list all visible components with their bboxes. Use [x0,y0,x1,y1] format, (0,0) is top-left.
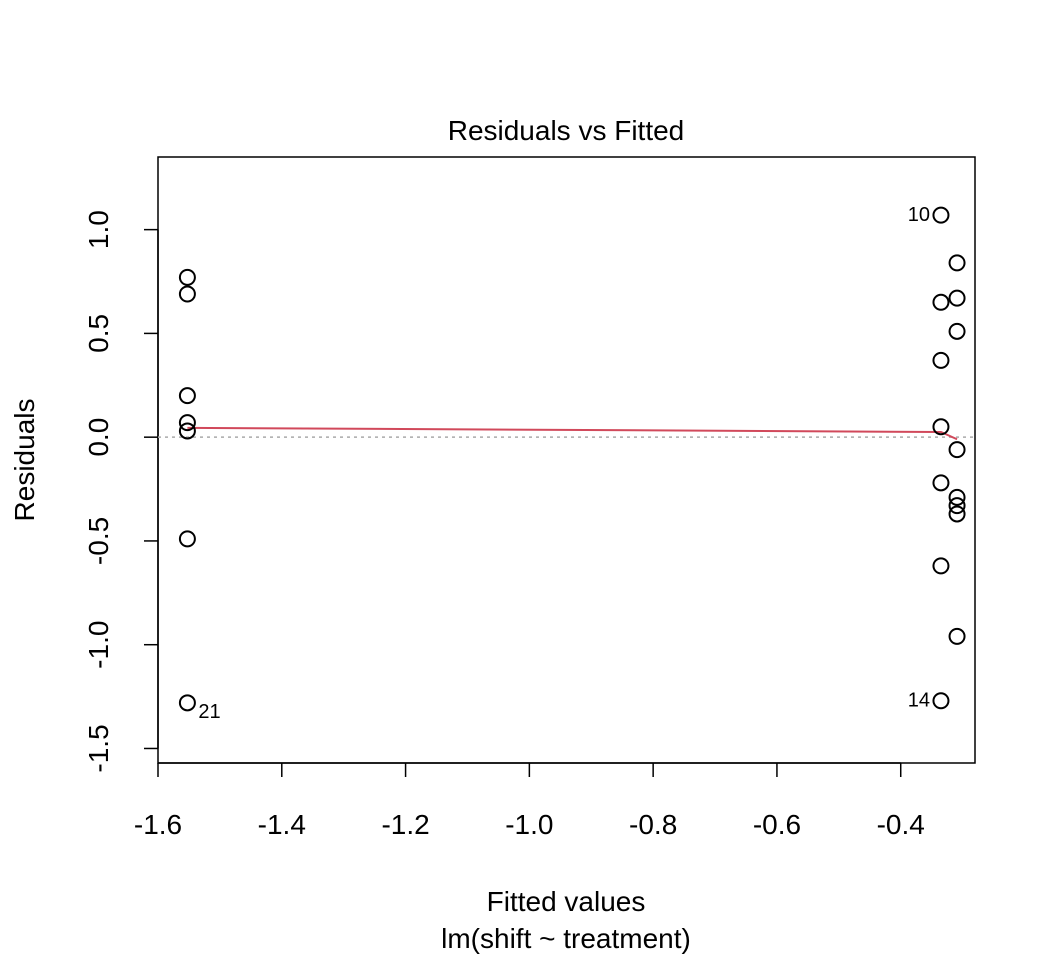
data-point [178,422,196,440]
x-axis-label: Fitted values [487,886,646,917]
data-point [932,206,950,224]
data-point [948,254,966,272]
data-point [178,268,196,286]
x-tick-label: -1.0 [505,809,553,840]
chart-title: Residuals vs Fitted [448,115,685,146]
data-point [948,322,966,340]
x-tick-label: -1.4 [258,809,306,840]
data-point [948,497,966,515]
x-tick-label: -0.6 [753,809,801,840]
point-label: 21 [198,701,220,723]
y-tick-label: -0.5 [83,517,114,565]
data-point [932,351,950,369]
data-point [948,505,966,523]
data-point [178,530,196,548]
plot-box [157,156,976,764]
data-point [948,289,966,307]
data-point [178,414,196,432]
data-point [178,694,196,712]
y-tick-label: 1.0 [83,210,114,249]
data-point [932,557,950,575]
residual-points [178,206,966,712]
y-tick-label: 0.0 [83,418,114,457]
point-label: 10 [908,204,930,226]
x-tick-label: -1.6 [134,809,182,840]
data-point [178,387,196,405]
x-tick-label: -1.2 [381,809,429,840]
y-tick-label: 0.5 [83,314,114,353]
point-labels: 10 21 14 [198,204,930,723]
x-tick-label: -0.4 [877,809,925,840]
data-point [948,441,966,459]
y-tick-label: -1.0 [83,621,114,669]
data-point [932,293,950,311]
data-point [932,418,950,436]
y-axis: -1.5 -1.0 -0.5 0.0 0.5 1.0 [83,210,159,773]
data-point [932,692,950,710]
point-label: 14 [908,690,930,712]
data-point [948,488,966,506]
x-tick-label: -0.8 [629,809,677,840]
data-point [178,285,196,303]
data-point [948,627,966,645]
x-axis: -1.6 -1.4 -1.2 -1.0 -0.8 -0.6 -0.4 [134,762,925,840]
y-axis-label: Residuals [9,399,40,522]
data-point [932,474,950,492]
chart-subtitle: lm(shift ~ treatment) [441,923,691,954]
smooth-line [187,426,958,441]
y-tick-label: -1.5 [83,724,114,772]
